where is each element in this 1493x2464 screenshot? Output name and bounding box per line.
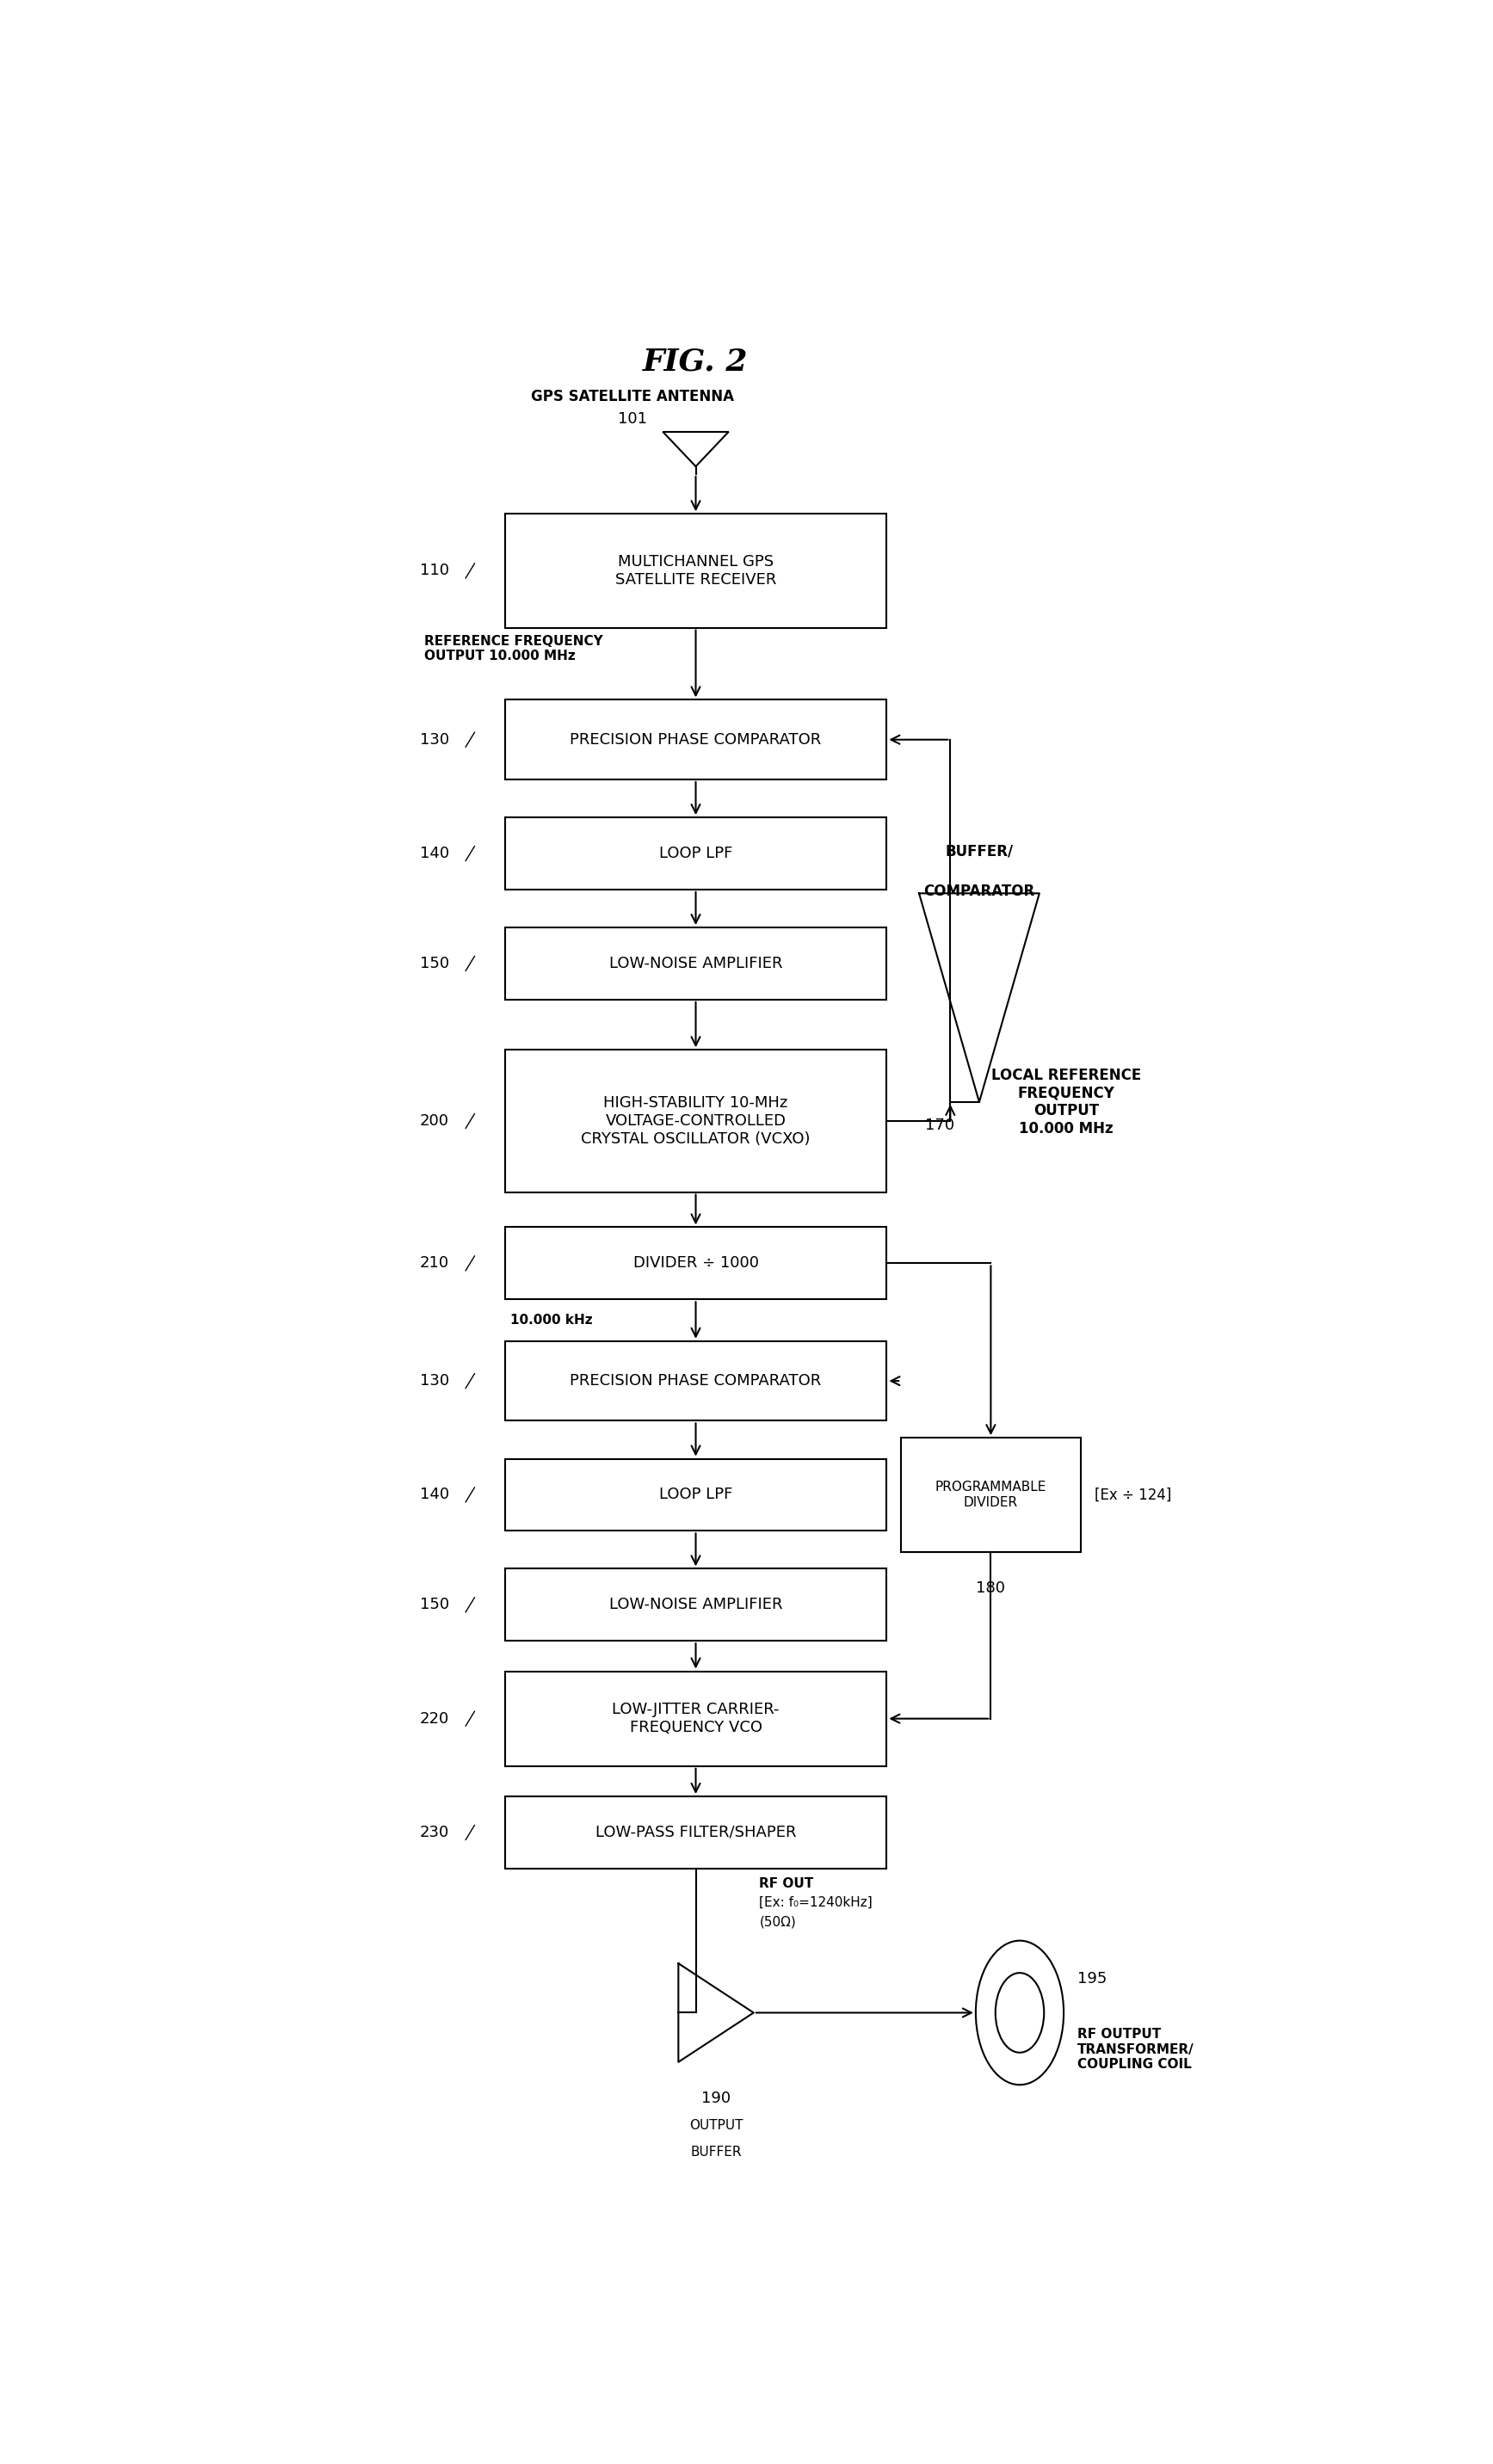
- Text: 10.000 kHz: 10.000 kHz: [511, 1313, 593, 1326]
- Bar: [505, 515, 887, 628]
- Text: LOW-NOISE AMPLIFIER: LOW-NOISE AMPLIFIER: [609, 956, 782, 971]
- Text: 210: 210: [420, 1257, 449, 1271]
- Text: 190: 190: [702, 2089, 730, 2107]
- Text: PRECISION PHASE COMPARATOR: PRECISION PHASE COMPARATOR: [570, 732, 821, 747]
- Text: FIG. 2: FIG. 2: [643, 347, 748, 377]
- Text: 195: 195: [1078, 1971, 1108, 1986]
- Text: RF OUTPUT
TRANSFORMER/
COUPLING COIL: RF OUTPUT TRANSFORMER/ COUPLING COIL: [1078, 2028, 1194, 2070]
- Text: PROGRAMMABLE
DIVIDER: PROGRAMMABLE DIVIDER: [935, 1481, 1047, 1508]
- Bar: [505, 1671, 887, 1767]
- Bar: [505, 1227, 887, 1299]
- Text: HIGH-STABILITY 10-MHz
VOLTAGE-CONTROLLED
CRYSTAL OSCILLATOR (VCXO): HIGH-STABILITY 10-MHz VOLTAGE-CONTROLLED…: [581, 1096, 811, 1146]
- Bar: [505, 700, 887, 779]
- Bar: [505, 1570, 887, 1641]
- Text: LOCAL REFERENCE
FREQUENCY
OUTPUT
10.000 MHz: LOCAL REFERENCE FREQUENCY OUTPUT 10.000 …: [991, 1067, 1141, 1136]
- Text: 170: 170: [924, 1116, 954, 1133]
- Text: PRECISION PHASE COMPARATOR: PRECISION PHASE COMPARATOR: [570, 1372, 821, 1390]
- Text: LOW-PASS FILTER/SHAPER: LOW-PASS FILTER/SHAPER: [596, 1826, 796, 1841]
- Bar: [505, 1050, 887, 1193]
- Text: 230: 230: [420, 1826, 449, 1841]
- Text: OUTPUT: OUTPUT: [690, 2119, 744, 2131]
- Text: LOW-NOISE AMPLIFIER: LOW-NOISE AMPLIFIER: [609, 1597, 782, 1611]
- Text: 110: 110: [420, 564, 449, 579]
- Text: COMPARATOR: COMPARATOR: [924, 885, 1035, 899]
- Text: (50Ω): (50Ω): [760, 1915, 796, 1929]
- Bar: [505, 1340, 887, 1422]
- Text: DIVIDER ÷ 1000: DIVIDER ÷ 1000: [633, 1257, 758, 1271]
- Text: 200: 200: [420, 1114, 449, 1129]
- Bar: [902, 1439, 1081, 1552]
- Text: BUFFER: BUFFER: [690, 2146, 742, 2158]
- Text: BUFFER/: BUFFER/: [945, 843, 1014, 860]
- Text: 140: 140: [420, 845, 449, 862]
- Text: 220: 220: [420, 1710, 449, 1727]
- Text: 150: 150: [420, 956, 449, 971]
- Bar: [505, 926, 887, 1000]
- Text: LOOP LPF: LOOP LPF: [658, 845, 733, 862]
- Text: LOOP LPF: LOOP LPF: [658, 1486, 733, 1503]
- Text: 101: 101: [618, 411, 646, 426]
- Text: LOW-JITTER CARRIER-
FREQUENCY VCO: LOW-JITTER CARRIER- FREQUENCY VCO: [612, 1703, 779, 1735]
- Text: RF OUT: RF OUT: [760, 1878, 814, 1890]
- Text: MULTICHANNEL GPS
SATELLITE RECEIVER: MULTICHANNEL GPS SATELLITE RECEIVER: [615, 554, 776, 586]
- Bar: [505, 1459, 887, 1530]
- Text: REFERENCE FREQUENCY
OUTPUT 10.000 MHz: REFERENCE FREQUENCY OUTPUT 10.000 MHz: [424, 636, 603, 663]
- Bar: [505, 1796, 887, 1868]
- Text: [Ex ÷ 124]: [Ex ÷ 124]: [1094, 1486, 1172, 1503]
- Text: GPS SATELLITE ANTENNA: GPS SATELLITE ANTENNA: [530, 389, 733, 404]
- Text: 180: 180: [976, 1579, 1005, 1597]
- Text: 150: 150: [420, 1597, 449, 1611]
- Text: [Ex: f₀=1240kHz]: [Ex: f₀=1240kHz]: [760, 1897, 873, 1910]
- Text: 130: 130: [420, 1372, 449, 1390]
- Bar: [505, 818, 887, 890]
- Text: 140: 140: [420, 1486, 449, 1503]
- Text: 130: 130: [420, 732, 449, 747]
